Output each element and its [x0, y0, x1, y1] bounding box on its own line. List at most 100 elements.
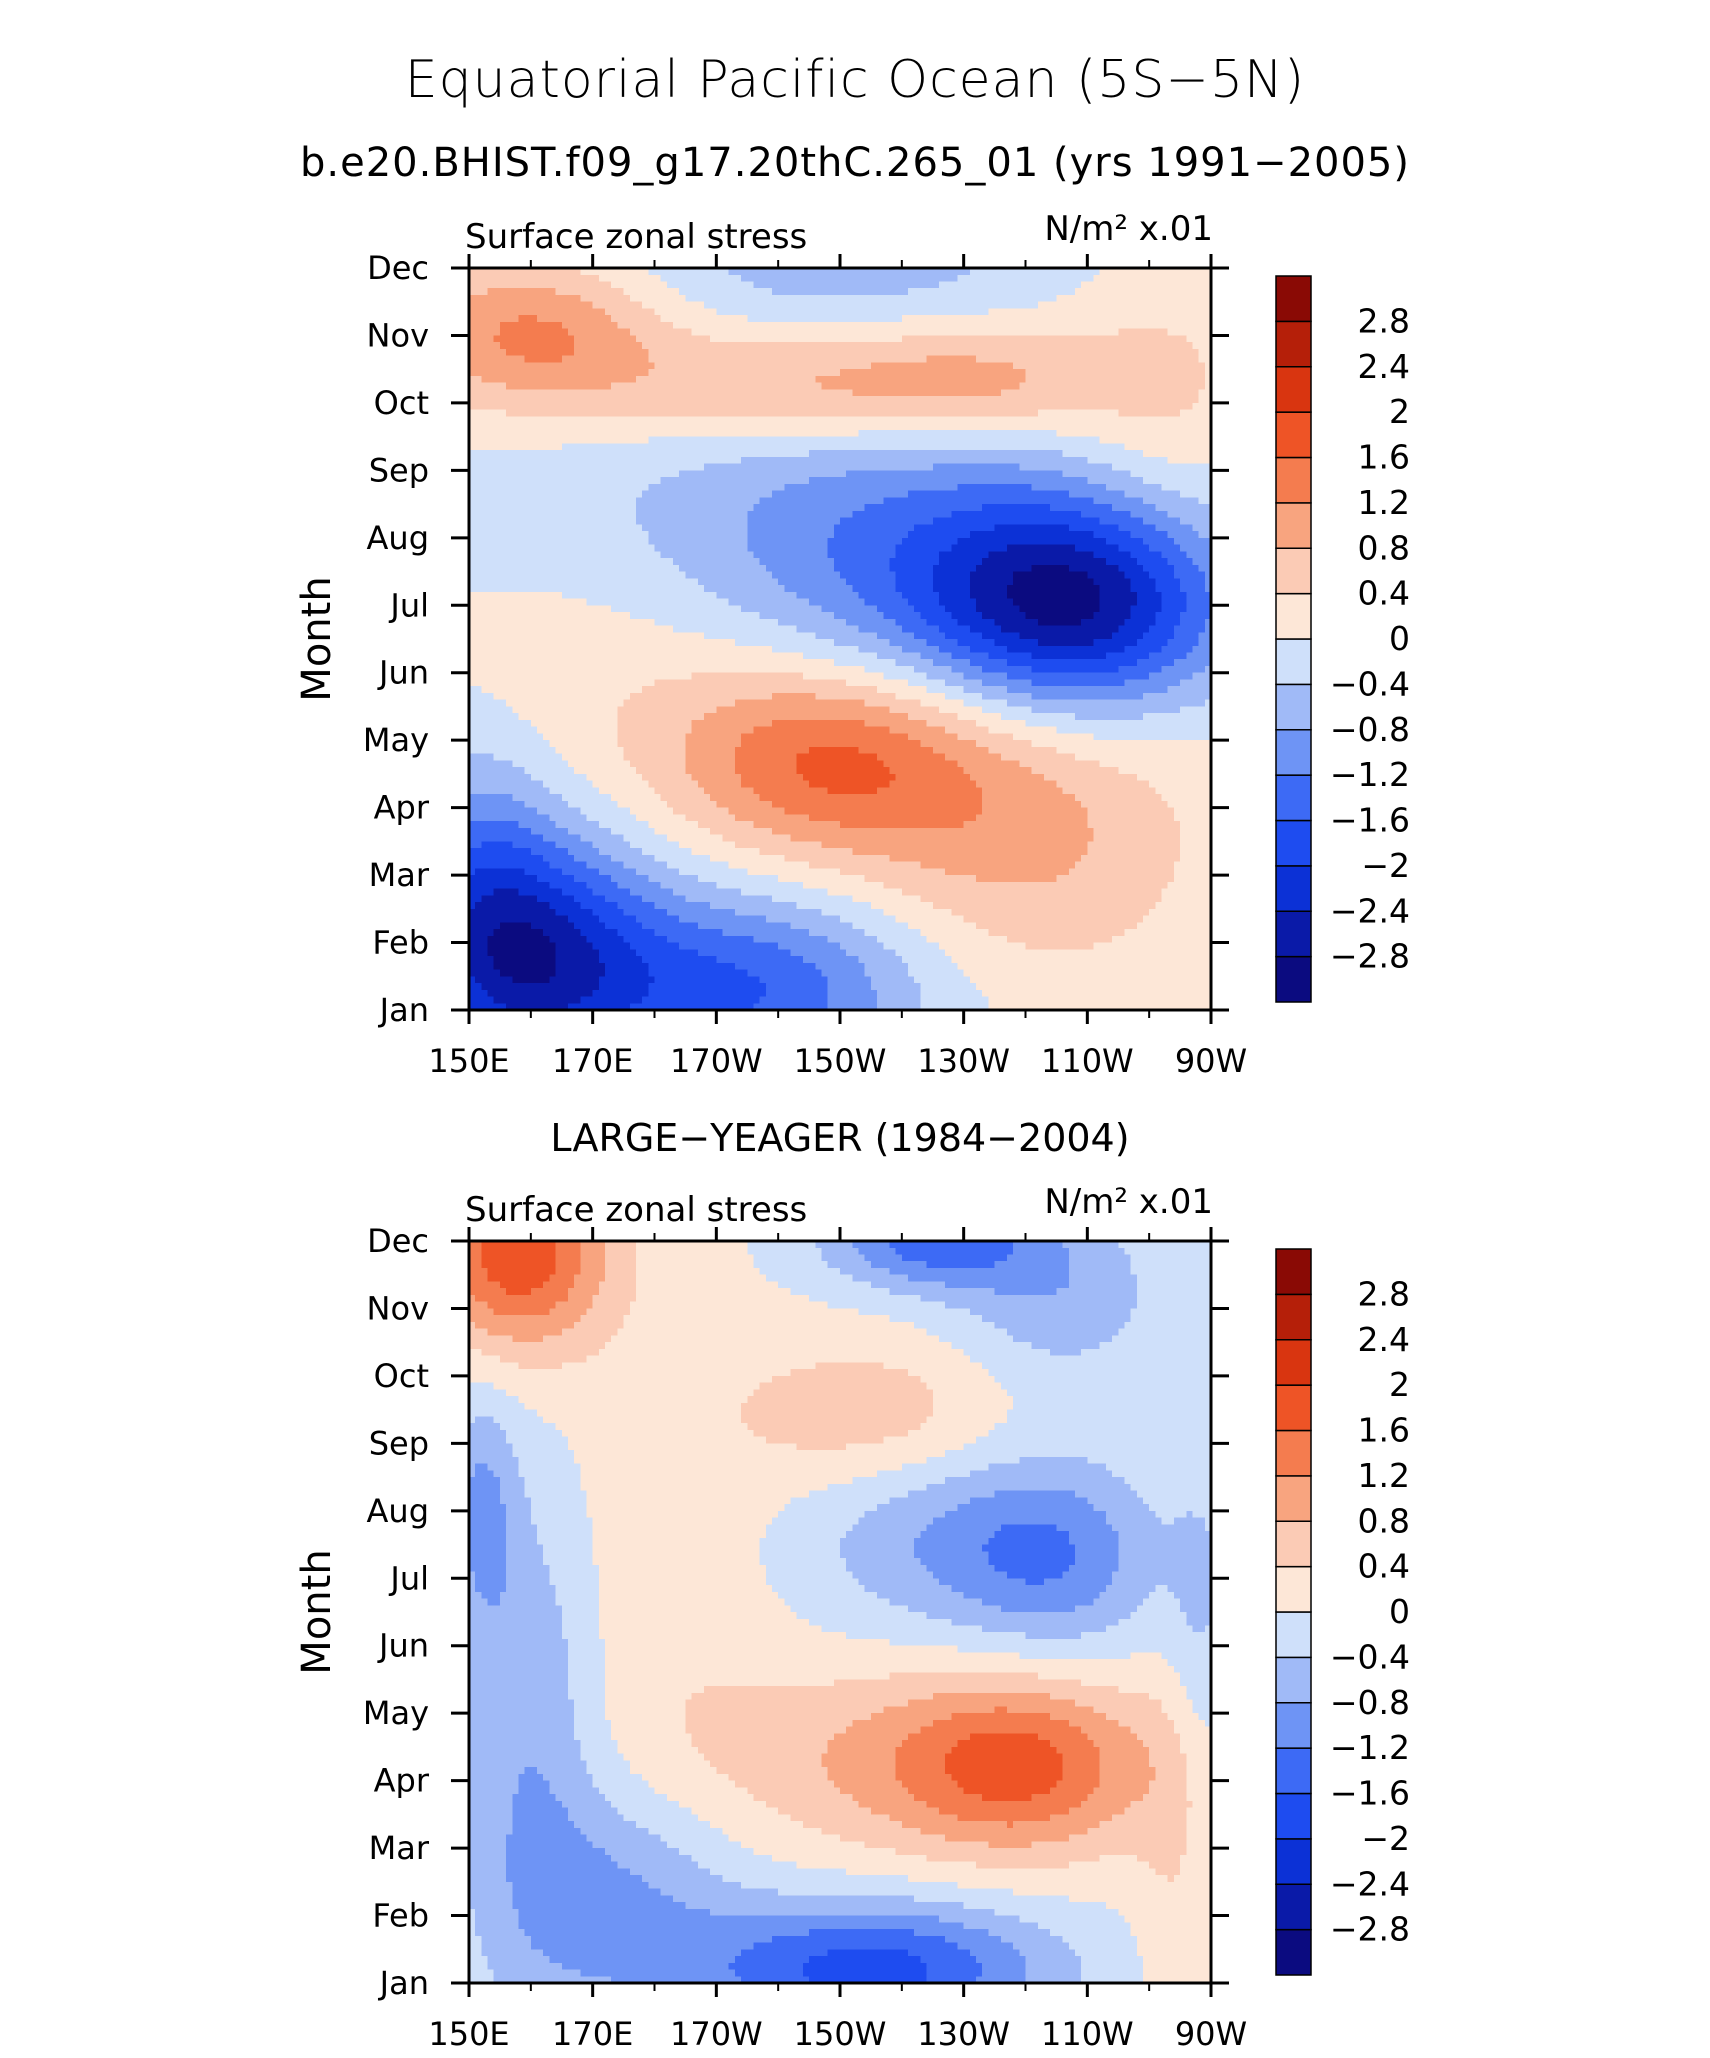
contour-cell: [988, 538, 995, 545]
contour-cell: [747, 275, 754, 282]
contour-cell: [1007, 430, 1014, 437]
contour-cell: [698, 329, 705, 336]
contour-cell: [840, 281, 847, 288]
contour-cell: [642, 383, 649, 390]
contour-cell: [815, 430, 822, 437]
contour-cell: [809, 484, 816, 491]
contour-cell: [815, 538, 822, 545]
contour-cell: [1032, 457, 1039, 464]
contour-cell: [673, 531, 680, 538]
contour-cell: [685, 329, 692, 336]
contour-cell: [1192, 288, 1199, 295]
contour-cell: [1056, 308, 1063, 315]
contour-cell: [1124, 349, 1131, 356]
contour-cell: [1106, 416, 1113, 423]
contour-cell: [957, 362, 964, 369]
contour-cell: [611, 349, 618, 356]
contour-cell: [636, 470, 643, 477]
contour-cell: [1044, 322, 1051, 329]
contour-cell: [624, 410, 631, 417]
contour-cell: [723, 437, 730, 444]
contour-cell: [976, 295, 983, 302]
contour-cell: [512, 470, 519, 477]
contour-cell: [772, 545, 779, 552]
contour-cell: [580, 416, 587, 423]
contour-cell: [475, 383, 482, 390]
contour-cell: [1032, 464, 1039, 471]
contour-cell: [1168, 349, 1175, 356]
contour-cell: [599, 430, 606, 437]
contour-cell: [982, 518, 989, 525]
contour-cell: [500, 295, 507, 302]
contour-cell: [735, 315, 742, 322]
contour-cell: [1087, 302, 1094, 309]
contour-cell: [685, 369, 692, 376]
contour-cell: [1032, 416, 1039, 423]
contour-cell: [1013, 423, 1020, 430]
contour-cell: [957, 524, 964, 531]
contour-cell: [791, 437, 798, 444]
contour-cell: [685, 389, 692, 396]
contour-cell: [1149, 295, 1156, 302]
contour-cell: [883, 288, 890, 295]
contour-cell: [667, 484, 674, 491]
contour-cell: [556, 518, 563, 525]
contour-cell: [846, 464, 853, 471]
contour-cell: [481, 342, 488, 349]
contour-cell: [562, 295, 569, 302]
contour-cell: [500, 410, 507, 417]
contour-cell: [840, 470, 847, 477]
contour-cell: [1100, 322, 1107, 329]
contour-cell: [1050, 295, 1057, 302]
contour-cell: [957, 342, 964, 349]
contour-cell: [611, 477, 618, 484]
contour-cell: [747, 356, 754, 363]
contour-cell: [1180, 538, 1187, 545]
contour-cell: [889, 518, 896, 525]
contour-cell: [1081, 497, 1088, 504]
contour-cell: [741, 335, 748, 342]
contour-cell: [821, 464, 828, 471]
contour-cell: [840, 450, 847, 457]
contour-cell: [599, 329, 606, 336]
contour-cell: [481, 288, 488, 295]
contour-cell: [475, 302, 482, 309]
contour-cell: [537, 302, 544, 309]
contour-cell: [1168, 524, 1175, 531]
contour-cell: [692, 410, 699, 417]
contour-cell: [828, 349, 835, 356]
contour-cell: [951, 464, 958, 471]
contour-cell: [1199, 511, 1206, 518]
contour-cell: [896, 349, 903, 356]
contour-cell: [1069, 281, 1076, 288]
contour-cell: [896, 531, 903, 538]
contour-cell: [556, 308, 563, 315]
contour-cell: [883, 457, 890, 464]
contour-cell: [1174, 281, 1181, 288]
contour-cell: [846, 362, 853, 369]
contour-cell: [655, 470, 662, 477]
contour-cell: [1019, 504, 1026, 511]
contour-cell: [945, 443, 952, 450]
contour-cell: [772, 477, 779, 484]
contour-cell: [797, 308, 804, 315]
contour-cell: [1081, 362, 1088, 369]
contour-cell: [815, 437, 822, 444]
contour-cell: [1118, 403, 1125, 410]
contour-cell: [543, 518, 550, 525]
contour-cell: [772, 437, 779, 444]
contour-cell: [1069, 470, 1076, 477]
contour-cell: [685, 511, 692, 518]
contour-cell: [945, 356, 952, 363]
contour-cell: [562, 430, 569, 437]
contour-cell: [617, 457, 624, 464]
contour-cell: [772, 322, 779, 329]
contour-cell: [964, 362, 971, 369]
contour-cell: [988, 389, 995, 396]
contour-cell: [865, 484, 872, 491]
contour-cell: [525, 369, 532, 376]
contour-cell: [698, 302, 705, 309]
contour-cell: [586, 531, 593, 538]
contour-cell: [599, 322, 606, 329]
contour-cell: [1094, 484, 1101, 491]
